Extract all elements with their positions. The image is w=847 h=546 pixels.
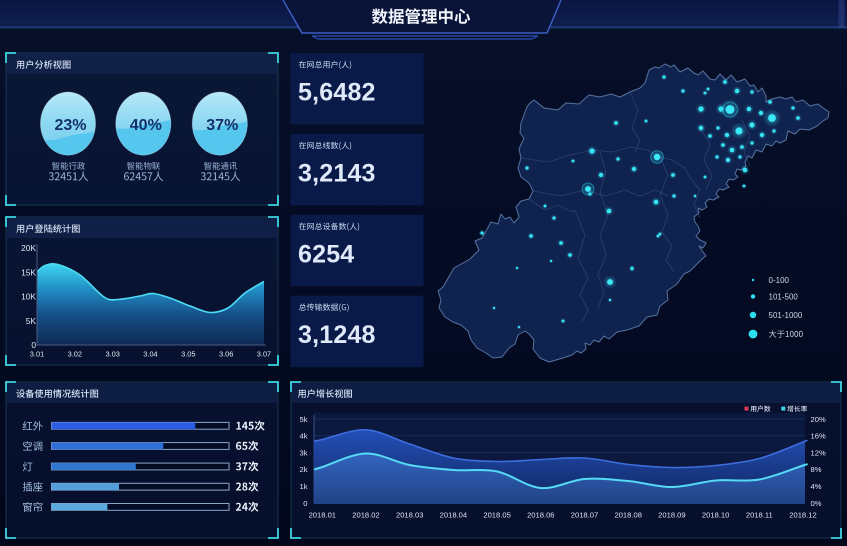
svg-text:4%: 4% bbox=[811, 482, 822, 491]
svg-text:101-500: 101-500 bbox=[769, 293, 799, 302]
svg-text:20%: 20% bbox=[811, 415, 826, 424]
svg-text:16%: 16% bbox=[811, 432, 826, 441]
svg-text:0-100: 0-100 bbox=[769, 276, 790, 285]
svg-text:5,6482: 5,6482 bbox=[298, 79, 376, 107]
svg-text:2018.03: 2018.03 bbox=[396, 511, 423, 520]
svg-text:15K: 15K bbox=[21, 267, 36, 277]
svg-text:3,2143: 3,2143 bbox=[298, 159, 376, 187]
svg-text:40%: 40% bbox=[130, 117, 162, 134]
svg-text:37%: 37% bbox=[206, 117, 238, 134]
svg-text:3,1248: 3,1248 bbox=[298, 321, 376, 349]
svg-text:2018.01: 2018.01 bbox=[309, 511, 336, 520]
svg-text:3.06: 3.06 bbox=[219, 350, 233, 359]
svg-text:501-1000: 501-1000 bbox=[769, 311, 803, 320]
svg-text:6254: 6254 bbox=[298, 240, 354, 268]
svg-text:2018.04: 2018.04 bbox=[440, 511, 467, 520]
svg-text:10K: 10K bbox=[21, 292, 36, 302]
svg-text:23%: 23% bbox=[54, 117, 86, 134]
svg-text:2018.10: 2018.10 bbox=[702, 511, 729, 520]
svg-text:2k: 2k bbox=[299, 465, 307, 474]
svg-text:2018.08: 2018.08 bbox=[614, 511, 641, 520]
svg-text:2018.05: 2018.05 bbox=[483, 511, 510, 520]
svg-text:4k: 4k bbox=[299, 432, 307, 441]
svg-text:0%: 0% bbox=[811, 499, 822, 508]
svg-text:2018.09: 2018.09 bbox=[658, 511, 685, 520]
svg-text:3.01: 3.01 bbox=[30, 350, 44, 359]
svg-text:20K: 20K bbox=[21, 243, 36, 253]
svg-text:2018.06: 2018.06 bbox=[527, 511, 554, 520]
svg-text:1k: 1k bbox=[299, 482, 307, 491]
svg-text:5K: 5K bbox=[26, 316, 37, 326]
svg-text:0: 0 bbox=[303, 499, 307, 508]
svg-text:2018.12: 2018.12 bbox=[789, 511, 816, 520]
svg-text:3.02: 3.02 bbox=[68, 350, 82, 359]
svg-text:12%: 12% bbox=[811, 448, 826, 457]
svg-text:3.05: 3.05 bbox=[181, 350, 195, 359]
svg-text:2018.02: 2018.02 bbox=[352, 511, 379, 520]
svg-text:3.04: 3.04 bbox=[143, 350, 157, 359]
svg-text:5k: 5k bbox=[299, 415, 307, 424]
svg-text:2018.07: 2018.07 bbox=[571, 511, 598, 520]
svg-text:0: 0 bbox=[31, 340, 36, 350]
svg-text:3.03: 3.03 bbox=[105, 350, 119, 359]
svg-text:3.07: 3.07 bbox=[257, 350, 271, 359]
svg-text:3k: 3k bbox=[299, 448, 307, 457]
svg-text:2018.11: 2018.11 bbox=[746, 511, 773, 520]
svg-text:8%: 8% bbox=[811, 465, 822, 474]
